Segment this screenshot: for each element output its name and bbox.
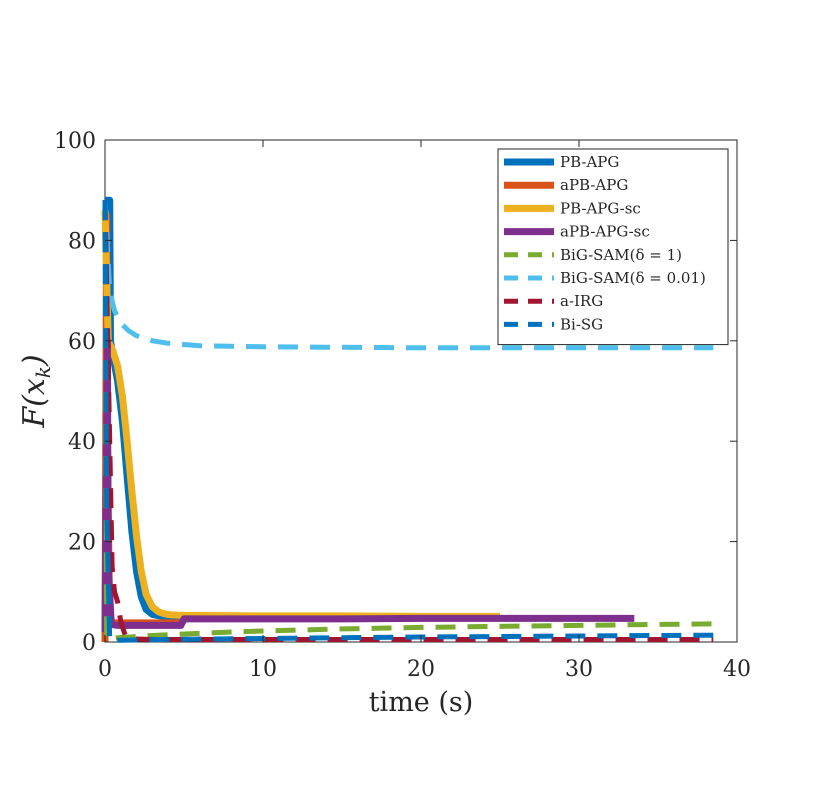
y-tick-label: 100: [54, 129, 96, 154]
x-tick-label: 40: [723, 657, 751, 682]
y-axis-label: F(xk): [17, 354, 55, 428]
x-tick-label: 20: [407, 657, 435, 682]
y-tick-label: 20: [68, 531, 96, 556]
legend-label-4: BiG-SAM(δ = 1): [560, 246, 682, 264]
y-tick-label: 0: [82, 631, 96, 656]
x-tick-label: 30: [565, 657, 593, 682]
y-axis-label-base: F(x: [17, 378, 52, 429]
x-tick-label: 0: [98, 657, 112, 682]
series-line-5: [102, 200, 714, 351]
ticks-layer: 0 10 20 30 40 0 20 40 60 80 100: [54, 129, 751, 682]
y-tick-label: 40: [68, 430, 96, 455]
x-axis-label: time (s): [369, 687, 474, 718]
legend-label-6: a-IRG: [560, 292, 603, 310]
legend-label-3: aPB-APG-sc: [560, 223, 650, 241]
series-line-4: [102, 200, 714, 642]
series-line-6: [102, 200, 714, 642]
legend-box: [497, 148, 729, 346]
y-axis-label-close: ): [17, 354, 52, 367]
legend-label-1: aPB-APG: [560, 176, 628, 194]
legend-label-5: BiG-SAM(δ = 0.01): [560, 269, 706, 287]
y-tick-label: 60: [68, 330, 96, 355]
y-tick-label: 80: [68, 229, 96, 254]
legend: PB-APG aPB-APG PB-APG-sc aPB-APG-sc BiG-SAM(…: [497, 148, 729, 346]
legend-entries: PB-APG aPB-APG PB-APG-sc aPB-APG-sc BiG-SAM(…: [504, 153, 706, 333]
legend-label-2: PB-APG-sc: [560, 199, 641, 217]
legend-label-0: PB-APG: [560, 153, 619, 171]
y-axis-label-sub: k: [31, 366, 55, 378]
x-tick-label: 10: [249, 657, 277, 682]
legend-label-7: Bi-SG: [560, 315, 603, 333]
